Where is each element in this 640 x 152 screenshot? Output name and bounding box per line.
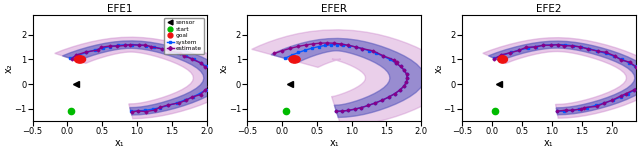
Polygon shape xyxy=(271,38,425,117)
X-axis label: x₁: x₁ xyxy=(115,138,124,148)
Legend: sensor, start, goal, system, estimate: sensor, start, goal, system, estimate xyxy=(164,18,204,54)
Y-axis label: x₂: x₂ xyxy=(433,63,444,73)
Polygon shape xyxy=(55,37,235,119)
Title: EFE2: EFE2 xyxy=(536,4,561,14)
Polygon shape xyxy=(63,41,225,115)
Ellipse shape xyxy=(289,56,300,63)
Ellipse shape xyxy=(498,56,508,63)
Y-axis label: x₂: x₂ xyxy=(219,63,228,73)
Polygon shape xyxy=(488,41,640,115)
Title: EFE1: EFE1 xyxy=(107,4,132,14)
X-axis label: x₁: x₁ xyxy=(544,138,554,148)
X-axis label: x₁: x₁ xyxy=(330,138,339,148)
Ellipse shape xyxy=(74,56,86,63)
Polygon shape xyxy=(483,38,640,118)
Polygon shape xyxy=(252,30,449,126)
Y-axis label: x₂: x₂ xyxy=(4,63,14,73)
Title: EFER: EFER xyxy=(321,4,348,14)
